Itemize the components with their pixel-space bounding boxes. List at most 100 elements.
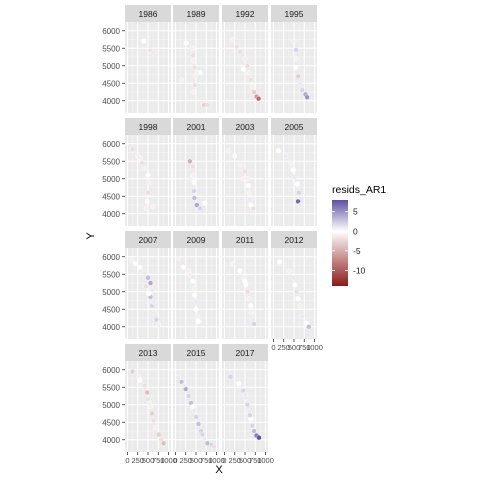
data-point xyxy=(151,51,156,56)
data-point xyxy=(156,323,161,328)
data-point xyxy=(291,275,296,280)
data-point xyxy=(161,441,166,446)
data-point xyxy=(187,159,192,164)
data-point xyxy=(192,293,197,298)
x-tick-label: 0 xyxy=(222,456,226,465)
data-point xyxy=(179,77,184,82)
facet-strip-label: 2007 xyxy=(139,235,158,245)
x-tick-label: 1000 xyxy=(306,343,323,352)
data-point xyxy=(190,164,195,169)
data-point xyxy=(151,204,156,209)
facet-strip-label: 2013 xyxy=(139,348,158,358)
data-point xyxy=(300,314,305,319)
data-point xyxy=(205,103,210,108)
data-point xyxy=(228,374,233,379)
data-point xyxy=(181,383,186,388)
facet-panel: 2011 xyxy=(222,231,268,339)
facet-panel: 1995 xyxy=(271,5,317,113)
y-tick-label: 6000 xyxy=(102,366,120,375)
data-point xyxy=(194,415,199,420)
data-point xyxy=(144,284,149,289)
data-point xyxy=(190,46,195,51)
y-tick-label: 5000 xyxy=(102,288,120,297)
data-point xyxy=(292,39,297,44)
data-point xyxy=(236,381,241,386)
facet-strip-label: 2005 xyxy=(285,122,304,132)
data-point xyxy=(194,307,199,312)
data-point xyxy=(152,310,157,315)
y-tick-label: 5000 xyxy=(102,175,120,184)
data-point xyxy=(287,268,292,273)
y-tick-label: 4500 xyxy=(102,192,120,201)
data-point xyxy=(176,256,181,261)
data-point xyxy=(198,206,203,211)
facet-panel: 1989 xyxy=(173,5,219,113)
data-point xyxy=(292,282,297,287)
legend-label: 0 xyxy=(353,226,358,236)
data-point xyxy=(296,74,301,79)
data-point xyxy=(230,37,235,42)
facet-panel: 1998 4000 4500 5000 5500 6000 xyxy=(102,118,171,226)
data-point xyxy=(245,289,250,294)
data-point xyxy=(191,90,196,95)
data-point xyxy=(248,77,253,82)
data-point xyxy=(250,423,255,428)
y-axis-title: Y xyxy=(85,232,97,240)
facet-strip-label: 1995 xyxy=(285,9,304,19)
data-point xyxy=(154,425,159,430)
facet-strip-label: 2011 xyxy=(236,235,255,245)
data-point xyxy=(191,53,196,58)
data-point xyxy=(250,84,255,89)
data-point xyxy=(192,196,197,201)
data-point xyxy=(252,429,257,434)
data-point xyxy=(276,148,281,153)
data-point xyxy=(305,95,310,100)
data-point xyxy=(193,300,198,305)
data-point xyxy=(151,300,156,305)
y-tick-label: 5000 xyxy=(102,401,120,410)
data-point xyxy=(226,148,231,153)
y-tick-label: 6000 xyxy=(102,253,120,262)
data-point xyxy=(139,161,144,166)
y-tick-label: 4500 xyxy=(102,305,120,314)
data-point xyxy=(190,404,195,409)
data-point xyxy=(292,175,297,180)
data-point xyxy=(246,183,251,188)
data-point xyxy=(192,189,197,194)
data-point xyxy=(296,296,301,301)
data-point xyxy=(144,166,149,171)
data-point xyxy=(189,176,194,181)
data-point xyxy=(300,88,305,93)
facet-strip-label: 2003 xyxy=(236,122,255,132)
data-point xyxy=(192,286,197,291)
data-point xyxy=(186,394,191,399)
data-point xyxy=(133,261,138,266)
data-point xyxy=(277,260,282,265)
data-point xyxy=(198,70,203,75)
facet-strip-label: 2012 xyxy=(285,235,304,245)
data-point xyxy=(243,279,248,284)
x-tick-label: 0 xyxy=(125,456,129,465)
data-point xyxy=(247,190,252,195)
x-tick-label: 1000 xyxy=(257,456,274,465)
y-tick-label: 4000 xyxy=(102,210,120,219)
facet-panel: 2003 xyxy=(222,118,268,226)
data-point xyxy=(230,261,235,266)
data-point xyxy=(212,444,217,449)
data-point xyxy=(247,70,252,75)
data-point xyxy=(196,422,201,427)
data-point xyxy=(295,182,300,187)
data-point xyxy=(195,314,200,319)
data-point xyxy=(145,199,150,204)
y-tick-label: 5500 xyxy=(102,157,120,166)
data-point xyxy=(294,56,299,61)
data-point xyxy=(151,418,156,423)
data-point xyxy=(137,265,142,270)
data-point xyxy=(291,168,296,173)
y-tick-label: 5000 xyxy=(102,62,120,71)
facet-strip-label: 2001 xyxy=(187,122,206,132)
legend-colorbar xyxy=(332,200,348,286)
data-point xyxy=(154,317,159,322)
data-point xyxy=(297,81,302,86)
y-tick-label: 4500 xyxy=(102,79,120,88)
